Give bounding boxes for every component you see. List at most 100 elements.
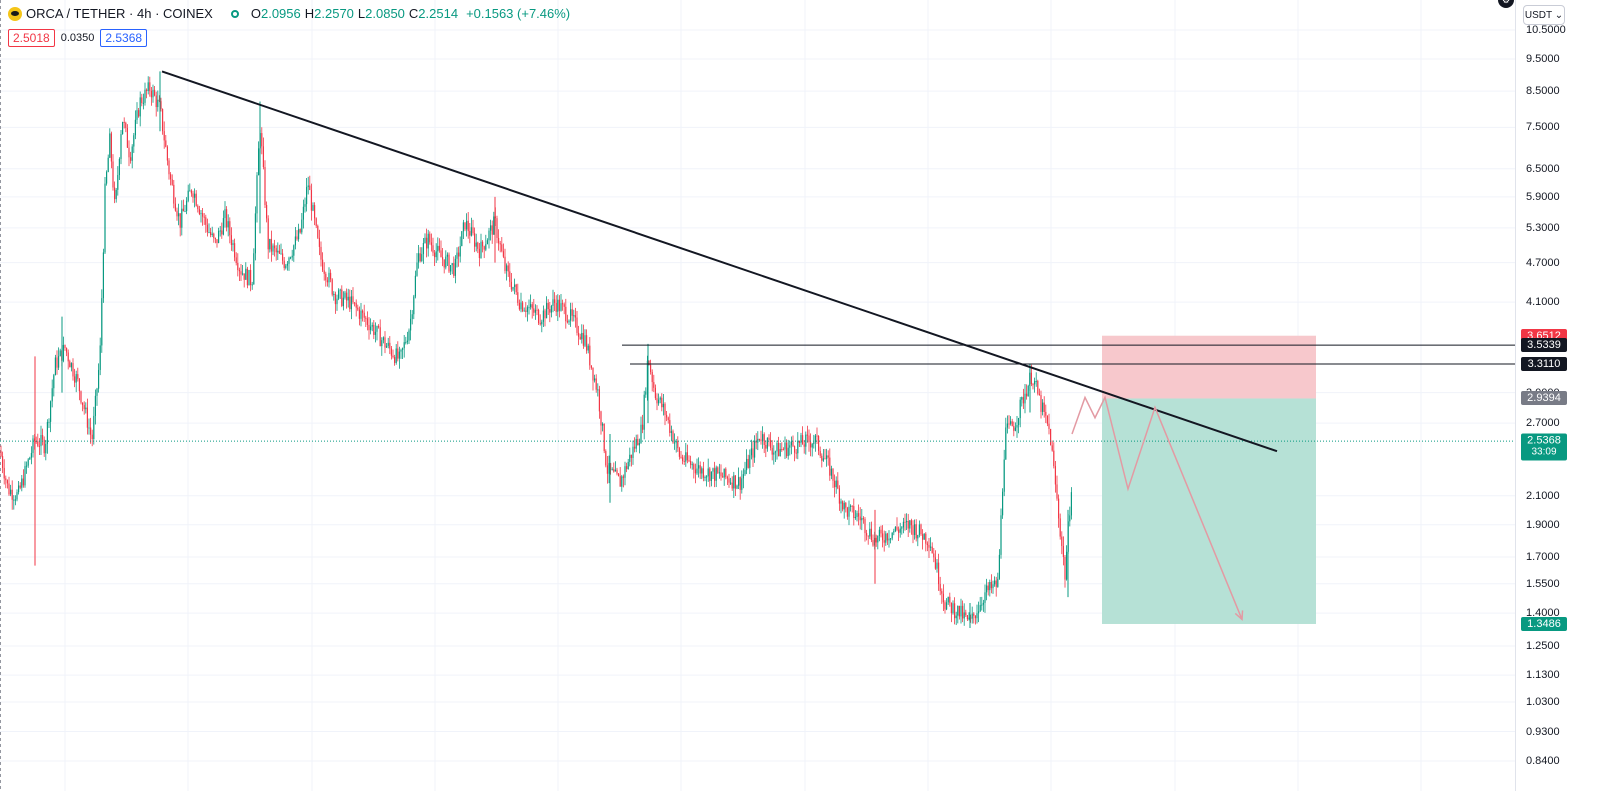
spread-value: 0.0350 (60, 32, 95, 44)
candle-body (458, 252, 460, 257)
candle-body (598, 389, 600, 412)
candle-body (504, 256, 506, 271)
candle-body (251, 284, 253, 286)
candle-body (144, 89, 146, 103)
chart-area[interactable]: ORCA / TETHER · 4h · COINEX O2.0956 H2.25… (0, 0, 1515, 791)
candle-body (310, 190, 312, 211)
price-tick-label: 5.3000 (1526, 221, 1560, 234)
candle-body (914, 524, 916, 535)
candle-body (624, 466, 626, 478)
candle-body (579, 336, 581, 340)
candle-body (402, 348, 404, 350)
candle-body (408, 330, 410, 341)
candle-body (942, 593, 944, 603)
candle-body (78, 378, 80, 392)
currency-selector[interactable]: USDT ⌄ (1523, 5, 1565, 25)
candle-body (1059, 518, 1061, 537)
candle-body (1050, 428, 1052, 446)
candle-body (166, 146, 168, 161)
candle-body (941, 591, 943, 594)
price-axis[interactable]: 10.5000 9.5000 8.5000 7.5000 6.5000 5.9000 5.3… (1515, 0, 1599, 791)
candle-body (502, 251, 504, 257)
candle-body (645, 391, 647, 395)
candle-body (163, 131, 165, 141)
candle-body (270, 238, 272, 252)
candle-body (691, 464, 693, 466)
candle-body (280, 253, 282, 255)
ohlc-value-c: 2.2514 (418, 6, 459, 21)
candle-body (512, 286, 514, 290)
candle-body (885, 533, 887, 543)
candle-body (568, 320, 570, 323)
candle-body (224, 209, 226, 219)
level-label-lower: 3.3110 (1521, 357, 1567, 372)
candle-body (614, 469, 616, 472)
candle-body (824, 458, 826, 460)
candle-body (672, 431, 674, 443)
candle-body (149, 82, 151, 91)
candle-body (210, 232, 212, 235)
settings-icon[interactable]: ⚙ (1498, 0, 1514, 8)
candle-body (37, 441, 39, 446)
candle-body (893, 531, 895, 533)
candle-body (67, 352, 69, 362)
candle-body (565, 306, 567, 322)
candle-body (773, 452, 775, 455)
candle-body (990, 581, 992, 589)
candle-body (283, 260, 285, 268)
buy-button[interactable]: 2.5368 (100, 29, 148, 47)
candle-body (790, 441, 792, 446)
candle-body (1054, 466, 1056, 485)
ohlc-key-c: C (408, 6, 419, 21)
candle-body (675, 440, 677, 443)
candle-body (880, 529, 882, 534)
candle-body (474, 233, 476, 247)
candle-body (438, 245, 440, 251)
candle-body (26, 465, 28, 467)
candle-body (454, 258, 456, 276)
candle-body (875, 537, 877, 543)
price-change: +0.1563 (+7.46%) (466, 6, 571, 21)
price-chart[interactable] (0, 0, 1515, 791)
candle-body (616, 469, 618, 474)
candle-body (286, 263, 288, 266)
candle-body (659, 397, 661, 400)
candle-body (197, 205, 199, 210)
candle-body (702, 468, 704, 478)
candle-body (370, 326, 372, 331)
candle-body (482, 241, 484, 247)
candle-body (242, 273, 244, 275)
candle-body (690, 460, 692, 465)
candle-body (958, 605, 960, 617)
candle-body (66, 348, 68, 353)
target-price-label: 1.3486 (1521, 616, 1567, 631)
candle-body (584, 335, 586, 346)
candle-body (819, 450, 821, 456)
candle-body (339, 289, 341, 291)
candle-body (48, 421, 50, 423)
symbol-title[interactable]: ORCA / TETHER · 4h · COINEX (26, 6, 213, 21)
candle-body (901, 527, 903, 529)
sell-button[interactable]: 2.5018 (8, 29, 55, 47)
candle-body (701, 468, 703, 474)
candle-body (618, 473, 620, 477)
candle-body (1037, 380, 1039, 394)
candle-body (694, 469, 696, 474)
candle-body (1014, 427, 1016, 431)
candle-body (730, 482, 732, 484)
candle-body (14, 499, 16, 501)
candle-body (416, 262, 418, 276)
candle-body (411, 314, 413, 319)
candle-body (410, 318, 412, 331)
candle-body (536, 309, 538, 311)
candle-body (528, 307, 530, 309)
candle-body (262, 146, 264, 168)
candle-body (982, 602, 984, 605)
candle-body (1010, 421, 1012, 424)
candle-body (792, 441, 794, 447)
candle-body (174, 203, 176, 211)
candle-body (950, 602, 952, 614)
price-tick-label: 10.5000 (1526, 24, 1566, 36)
candle-body (867, 535, 869, 537)
candle-body (574, 315, 576, 318)
